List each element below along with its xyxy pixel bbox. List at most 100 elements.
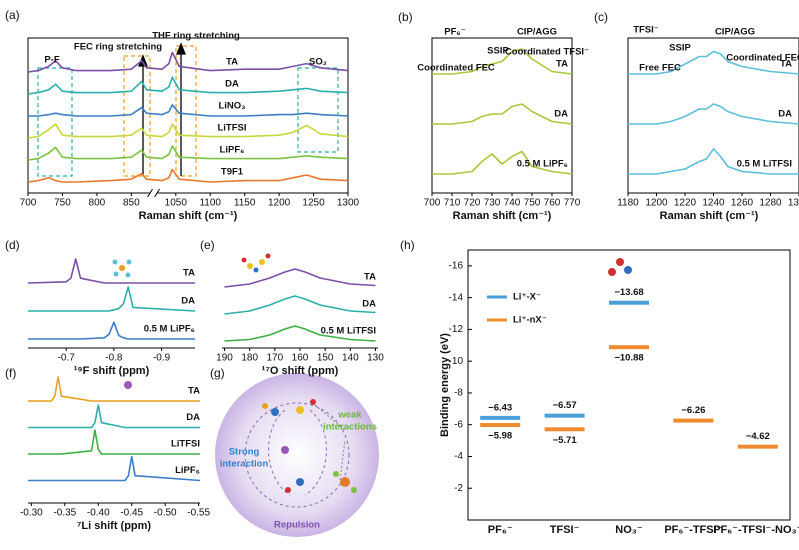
x-tick-label: 770 [564, 198, 581, 209]
decor-a [37, 45, 339, 177]
diagram-g [215, 373, 379, 537]
series-label: TA [226, 57, 238, 68]
diagram-label: interaction [220, 459, 269, 470]
spectrum-line [28, 104, 349, 117]
x-tick-label: -0.30 [20, 508, 43, 519]
x-tick-label: 750 [54, 198, 71, 209]
panel-label: (a) [5, 8, 20, 22]
annotation: P-F [44, 55, 60, 66]
series-label: TA [780, 59, 792, 70]
plot-frame [431, 37, 573, 194]
axis-break [149, 189, 158, 197]
x-tick-label: 1180 [617, 198, 639, 209]
x-tick-label: 1200 [268, 198, 291, 209]
spectrum-line [28, 455, 201, 482]
x-axis-title: Raman shift (cm⁻¹) [660, 210, 759, 222]
y-tick-label: -12 [449, 324, 464, 335]
legend-label: Li⁺-X⁻ [513, 292, 541, 303]
spectrum-line [628, 148, 799, 175]
annotation: Coordinated TFSI⁻ [505, 47, 589, 58]
x-tick-label: 180 [241, 353, 258, 364]
x-tick-label: 1280 [759, 198, 782, 209]
x-axis-title: ¹⁹F shift (ppm) [74, 365, 150, 377]
x-tick-label: NO₃⁻ [615, 524, 643, 536]
x-tick-label: PF₆⁻-TFSI⁻ [664, 524, 722, 536]
panel-label: (h) [400, 238, 415, 252]
x-tick-label: 1200 [645, 198, 668, 209]
series-label: DA [181, 296, 195, 307]
series-label: DA [225, 79, 239, 90]
series-label: 0.5 M LiTFSI [321, 326, 376, 337]
annotation: Free FEC [639, 63, 681, 74]
x-tick-label: 1240 [702, 198, 725, 209]
spectrum-line [628, 103, 799, 125]
spectrum-line [224, 268, 376, 288]
level-bar [480, 423, 521, 428]
x-tick-label: -0.7 [58, 353, 76, 364]
panel-label: (c) [594, 10, 608, 24]
panel-label: (g) [210, 366, 225, 380]
axis-break [147, 188, 160, 198]
value-label: −5.71 [553, 435, 578, 446]
x-tick-label: 1300 [337, 198, 360, 209]
x-tick-label: 750 [524, 198, 541, 209]
annotation: PF₆⁻ [444, 27, 465, 38]
spectrum-line [27, 123, 349, 139]
x-tick-label: -0.8 [105, 353, 123, 364]
series-label: LiPF₆ [220, 145, 245, 156]
value-label: −6.26 [681, 405, 705, 416]
panel-label: (d) [5, 238, 20, 252]
annotation: CIP/AGG [517, 27, 557, 38]
diagram-label: Repulsion [274, 520, 320, 531]
spectrum-line [28, 404, 200, 429]
annotation: Coordinated FEC [726, 53, 799, 64]
diagram-label: Strong [229, 447, 260, 458]
series-label: 0.5 M LiTFSI [737, 159, 792, 170]
annotation: Coordinated FEC [417, 63, 495, 74]
series-label: TA [556, 59, 568, 70]
series-label: LiTFSI [171, 439, 200, 450]
y-axis-title: Binding energy (eV) [439, 333, 451, 437]
x-axis-title: Raman shift (cm⁻¹) [139, 210, 238, 222]
level-bar [544, 413, 585, 418]
level-bar [544, 427, 585, 432]
level-bar [480, 415, 521, 420]
y-tick-label: -10 [449, 356, 464, 367]
x-tick-label: TFSI⁻ [550, 524, 580, 536]
x-tick-label: 720 [464, 198, 481, 209]
spectrum-line [28, 286, 196, 312]
series-label: DA [778, 109, 792, 120]
x-tick-label: -0.40 [87, 508, 110, 519]
value-label: −6.43 [488, 402, 512, 413]
x-tick-label: 1050 [165, 198, 188, 209]
x-tick-label: 700 [20, 198, 37, 209]
spectrum-line [224, 325, 376, 342]
spectrum-line [432, 150, 573, 175]
annotation: CIP/AGG [715, 27, 755, 38]
y-tick-label: -8 [454, 388, 463, 399]
legend-label: Li⁺-nX⁻ [513, 315, 547, 326]
spectrum-line [27, 76, 349, 95]
x-tick-label: 1260 [731, 198, 754, 209]
value-label: −5.98 [488, 431, 512, 442]
x-tick-label: 710 [444, 198, 461, 209]
x-tick-label: 1220 [674, 198, 697, 209]
x-tick-label: 130 [367, 353, 384, 364]
spectrum-line [628, 50, 799, 75]
series-label: 0.5 M LiPF₆ [517, 159, 568, 170]
series-label: TA [183, 268, 195, 279]
annotation: THF ring stretching [152, 31, 240, 42]
x-tick-label: 1250 [302, 198, 325, 209]
spectrum-line [28, 321, 195, 340]
x-tick-label: 1150 [234, 198, 256, 209]
y-tick-label: -14 [449, 292, 464, 303]
series-label: LiTFSI [217, 123, 246, 134]
x-tick-label: 700 [424, 198, 441, 209]
x-tick-label: 850 [123, 198, 140, 209]
panel-label: (b) [398, 10, 413, 24]
annotation: SSIP [669, 43, 691, 54]
series-label: LiNO₃ [218, 101, 245, 112]
x-tick-label: -0.55 [187, 508, 210, 519]
x-tick-label: 730 [484, 198, 501, 209]
